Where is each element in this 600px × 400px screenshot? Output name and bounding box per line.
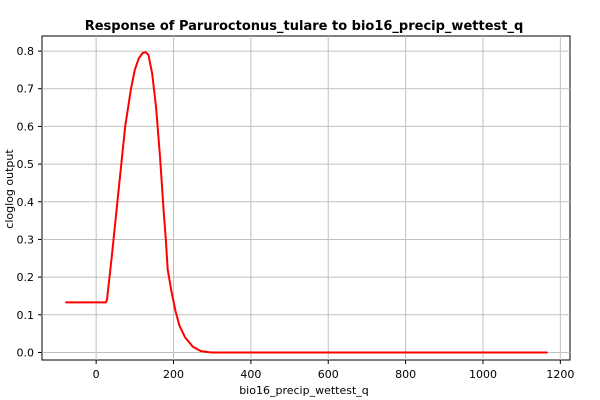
y-tick-label: 0.3 <box>17 233 35 246</box>
x-tick-label: 600 <box>318 368 339 381</box>
y-tick-label: 0.8 <box>17 45 35 58</box>
y-axis-label: cloglog output <box>3 149 16 229</box>
y-tick-label: 0.5 <box>17 158 35 171</box>
y-tick-label: 0.1 <box>17 309 35 322</box>
y-tick-label: 0.0 <box>17 346 35 359</box>
x-tick-label: 400 <box>240 368 261 381</box>
series-lines <box>65 51 548 354</box>
x-tick-label: 200 <box>163 368 184 381</box>
y-tick-label: 0.4 <box>17 196 35 209</box>
x-tick-label: 800 <box>395 368 416 381</box>
y-tick-label: 0.2 <box>17 271 35 284</box>
x-tick-label: 0 <box>93 368 100 381</box>
plot-area: 0 200 400 600 800 1000 1200 0.0 0.1 0.2 0.3 0.4 0.5… <box>17 35 574 381</box>
y-tick-label: 0.7 <box>17 83 35 96</box>
x-axis-label: bio16_precip_wettest_q <box>239 384 369 397</box>
plot-frame <box>41 35 571 361</box>
x-tick-label: 1000 <box>469 368 497 381</box>
y-tick-label: 0.6 <box>17 120 35 133</box>
chart-title: Response of Paruroctonus_tulare to bio16… <box>85 19 524 34</box>
x-axis-ticks: 0 200 400 600 800 1000 1200 <box>93 360 574 381</box>
grid-lines <box>42 36 570 360</box>
response-curve-line <box>65 51 548 354</box>
x-tick-label: 1200 <box>546 368 574 381</box>
y-axis-ticks: 0.0 0.1 0.2 0.3 0.4 0.5 0.6 0.7 0.8 <box>17 45 42 359</box>
